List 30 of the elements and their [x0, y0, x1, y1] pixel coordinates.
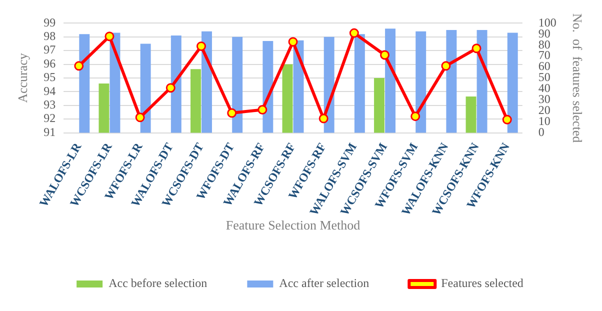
y-tick-label: 91	[44, 124, 56, 139]
point	[472, 44, 482, 54]
y2-axis-title: No. of features selected	[570, 13, 585, 144]
y-tick-label: 98	[44, 29, 56, 44]
y-tick-label: 94	[44, 84, 56, 98]
legend-label: Acc before selection	[108, 276, 208, 290]
y-tick-label: 93	[44, 98, 56, 112]
point	[441, 61, 451, 71]
point	[288, 37, 298, 47]
point	[74, 61, 84, 71]
point	[258, 105, 268, 114]
point	[410, 112, 420, 122]
point	[227, 108, 237, 118]
point	[380, 50, 390, 60]
y-tick-label: 92	[44, 111, 56, 126]
point	[135, 112, 145, 122]
point	[104, 32, 114, 42]
legend-label: Features selected	[441, 276, 524, 290]
x-axis-title: Feature Selection Method	[226, 218, 361, 233]
y-tick-label: 95	[44, 70, 56, 84]
point	[502, 114, 512, 124]
legend-label: Acc after selection	[279, 276, 370, 290]
y-tick-label: 96	[44, 56, 56, 70]
point	[166, 83, 176, 93]
point	[196, 41, 206, 51]
y-axis-title: Accuracy	[15, 52, 30, 103]
point	[349, 28, 359, 38]
y-tick-label: 97	[44, 42, 56, 57]
point	[318, 114, 328, 124]
y-tick-label: 99	[44, 15, 56, 30]
